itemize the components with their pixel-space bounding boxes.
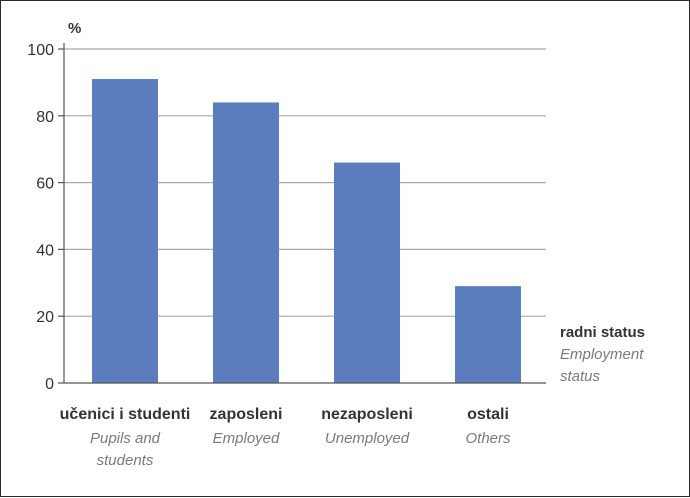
- y-tick-label: 80: [36, 109, 54, 126]
- x-axis-title-en: Employment: [560, 346, 644, 363]
- x-axis-title-en: status: [560, 368, 601, 385]
- category-label: ostali: [467, 406, 509, 423]
- category-label: zaposleni: [210, 406, 283, 423]
- labels: 0 20 40 60 80 100% učenici i studenti Pupils an…: [27, 20, 645, 469]
- y-tick-label: 40: [36, 242, 54, 259]
- y-tick-label: 100: [27, 42, 54, 59]
- bar-2: [334, 162, 400, 383]
- y-tick-label: 0: [45, 376, 54, 393]
- category-label: učenici i studenti: [60, 406, 191, 423]
- category-label: nezaposleni: [321, 406, 413, 423]
- category-label-en: Unemployed: [325, 430, 410, 447]
- y-tick-label: 60: [36, 176, 54, 193]
- y-unit-label: %: [68, 20, 81, 37]
- x-axis-title: radni status: [560, 324, 645, 341]
- bar-3: [455, 286, 521, 383]
- category-label-en: Others: [465, 430, 511, 447]
- bar-0: [92, 79, 158, 383]
- bars: [92, 79, 521, 383]
- category-label-en: students: [97, 452, 154, 469]
- category-label-en: Employed: [213, 430, 280, 447]
- category-label-en: Pupils and: [90, 430, 161, 447]
- y-tick-label: 20: [36, 309, 54, 326]
- axes: [58, 43, 546, 384]
- bar-1: [213, 102, 279, 383]
